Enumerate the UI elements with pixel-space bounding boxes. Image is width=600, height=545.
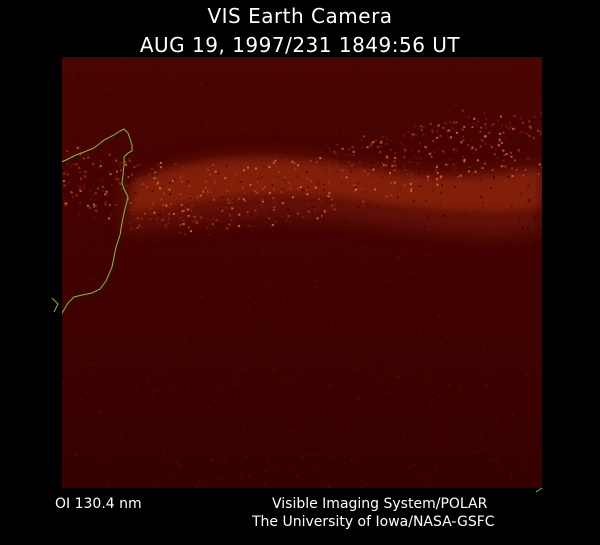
earth-camera-image (62, 57, 542, 488)
aurora-oval-core (132, 158, 542, 212)
coastline-outline (62, 128, 133, 315)
observation-timestamp: AUG 19, 1997/231 1849:56 UT (139, 33, 461, 57)
aurora-field (62, 57, 542, 488)
image-noise (62, 57, 542, 488)
institution-credit: The University of Iowa/NASA-GSFC (252, 514, 495, 530)
filter-wavelength-label: OI 130.4 nm (55, 496, 142, 512)
instrument-credit: Visible Imaging System/POLAR (272, 496, 488, 512)
camera-title: VIS Earth Camera (207, 4, 393, 28)
